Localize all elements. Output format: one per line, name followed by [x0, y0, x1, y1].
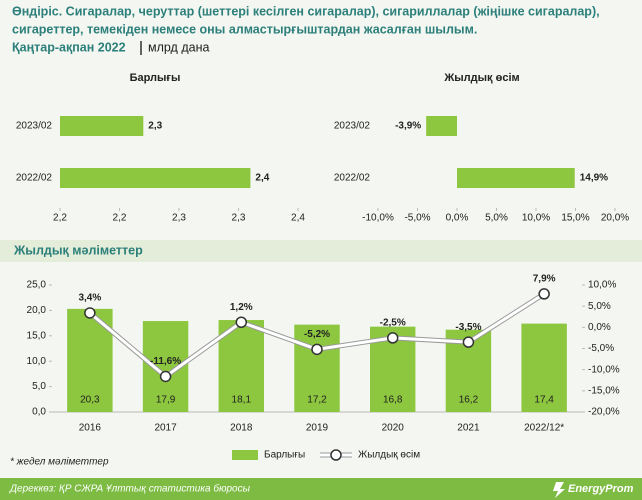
section-band — [0, 240, 642, 262]
x-tick-label: 2021 — [457, 423, 480, 434]
value-label: 14,9% — [580, 173, 608, 184]
value-label: 2,3 — [148, 121, 162, 132]
y-tick-label: 0,0 — [32, 407, 46, 418]
bar — [60, 116, 144, 136]
line-value-label: 3,4% — [78, 293, 101, 304]
charts: Барлығы 2,2 2,2 2,3 2,3 2,4 2023/02 2,3 2022/02 2… — [16, 72, 629, 461]
value-label: 20,3 — [80, 395, 100, 406]
line-marker — [538, 288, 550, 300]
logo-icon — [553, 482, 565, 498]
x-tick-label: 10,0% — [522, 213, 550, 224]
note: * жедел мәліметтер — [10, 457, 109, 468]
category-label: 2023/02 — [16, 121, 53, 132]
value-label: 18,1 — [232, 395, 252, 406]
value-label: 17,2 — [307, 395, 327, 406]
line-marker — [159, 370, 172, 383]
value-label: 17,4 — [534, 395, 554, 406]
panel-title: Барлығы — [130, 72, 181, 84]
line-value-label: 7,9% — [533, 274, 556, 285]
legend-label: Жылдық өсім — [358, 450, 420, 461]
line-value-label: -5,2% — [304, 329, 330, 340]
x-tick-label: 2,4 — [291, 213, 305, 224]
bar — [60, 168, 251, 188]
x-tick-label: 2020 — [382, 423, 405, 434]
value-label: -3,9% — [395, 121, 421, 132]
x-tick-label: 2019 — [306, 423, 329, 434]
line-value-label: -3,5% — [455, 322, 481, 333]
x-tick-label: -10,0% — [362, 213, 394, 224]
y2-tick-label: -5,0% — [588, 343, 614, 354]
logo: EnergyProm — [568, 483, 634, 495]
line-marker — [311, 343, 323, 356]
x-tick-label: 2,2 — [53, 213, 67, 224]
x-tick-label: 0,0% — [446, 213, 469, 224]
bar — [457, 168, 575, 188]
x-tick-label: 20,0% — [601, 213, 629, 224]
line-value-label: -11,6% — [150, 356, 181, 367]
legend-label: Барлығы — [264, 450, 305, 461]
y-tick-label: 25,0 — [27, 280, 47, 291]
source: Дереккөз: ҚР СЖРА Ұлттық статистика бюро… — [9, 483, 251, 495]
period: Қаңтар-ақпан 2022 — [12, 40, 126, 54]
y2-tick-label: 10,0% — [588, 280, 616, 291]
x-tick-label: 2,3 — [172, 213, 186, 224]
x-tick-label: 2,2 — [113, 213, 127, 224]
x-tick-label: 15,0% — [561, 213, 589, 224]
y2-tick-label: -15,0% — [588, 385, 620, 396]
y2-tick-label: -10,0% — [588, 364, 620, 375]
line-marker — [462, 336, 475, 348]
y-tick-label: 20,0 — [27, 305, 47, 316]
x-tick-label: -5,0% — [404, 213, 430, 224]
y2-tick-label: 0,0% — [588, 322, 611, 333]
y-tick-label: 10,0 — [27, 356, 47, 367]
bar — [426, 116, 457, 136]
x-tick-label: 2017 — [154, 423, 177, 434]
value-label: 2,4 — [255, 173, 269, 184]
y2-tick-label: -20,0% — [588, 407, 620, 418]
category-label: 2022/02 — [16, 173, 53, 184]
value-label: 16,8 — [383, 395, 403, 406]
unit: млрд дана — [148, 40, 209, 54]
title-line: сигареттер, темекіден немесе оны алмасты… — [12, 22, 477, 36]
source-band — [0, 478, 642, 500]
x-tick-label: 2016 — [79, 423, 102, 434]
section-title: Жылдық мәліметтер — [13, 243, 143, 257]
y2-tick-label: 5,0% — [588, 301, 611, 312]
line-marker — [235, 316, 248, 329]
bar — [294, 324, 340, 412]
line-value-label: -2,5% — [380, 318, 406, 329]
category-label: 2022/02 — [334, 173, 371, 184]
y-tick-label: 5,0 — [32, 381, 46, 392]
x-tick-label: 2018 — [230, 423, 253, 434]
line-marker — [84, 307, 96, 319]
legend-swatch — [232, 450, 258, 460]
category-label: 2023/02 — [334, 121, 371, 132]
bar — [521, 323, 567, 412]
x-tick-label: 5,0% — [485, 213, 508, 224]
y-tick-label: 15,0 — [27, 330, 47, 341]
value-label: 16,2 — [459, 395, 479, 406]
x-tick-label: 2022/12* — [524, 423, 564, 434]
line-value-label: 1,2% — [230, 302, 253, 313]
x-tick-label: 2,3 — [232, 213, 246, 224]
value-label: 17,9 — [156, 395, 176, 406]
line-marker — [386, 332, 399, 344]
title-line: Өндіріс. Сигаралар, черуттар (шеттері ке… — [12, 4, 600, 18]
panel-title: Жылдық өсім — [443, 72, 519, 84]
legend-marker — [330, 449, 342, 461]
